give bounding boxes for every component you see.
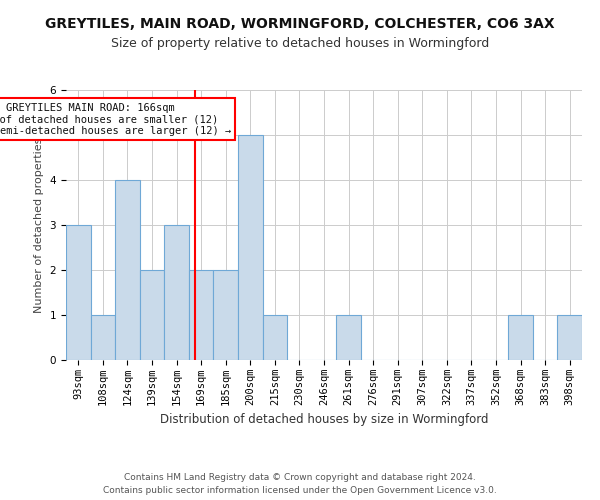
X-axis label: Distribution of detached houses by size in Wormingford: Distribution of detached houses by size … [160, 414, 488, 426]
Bar [189, 270, 214, 360]
Text: Contains public sector information licensed under the Open Government Licence v3: Contains public sector information licen… [103, 486, 497, 495]
Bar [508, 315, 533, 360]
Bar [91, 315, 115, 360]
Bar [263, 315, 287, 360]
Bar [66, 225, 91, 360]
Text: GREYTILES, MAIN ROAD, WORMINGFORD, COLCHESTER, CO6 3AX: GREYTILES, MAIN ROAD, WORMINGFORD, COLCH… [45, 18, 555, 32]
Bar [214, 270, 238, 360]
Bar [238, 135, 263, 360]
Text: Size of property relative to detached houses in Wormingford: Size of property relative to detached ho… [111, 38, 489, 51]
Text: GREYTILES MAIN ROAD: 166sqm
← 50% of detached houses are smaller (12)
50% of sem: GREYTILES MAIN ROAD: 166sqm ← 50% of det… [0, 102, 231, 136]
Bar [164, 225, 189, 360]
Bar [115, 180, 140, 360]
Bar [336, 315, 361, 360]
Bar [557, 315, 582, 360]
Bar [140, 270, 164, 360]
Text: Contains HM Land Registry data © Crown copyright and database right 2024.: Contains HM Land Registry data © Crown c… [124, 472, 476, 482]
Y-axis label: Number of detached properties: Number of detached properties [34, 138, 44, 312]
